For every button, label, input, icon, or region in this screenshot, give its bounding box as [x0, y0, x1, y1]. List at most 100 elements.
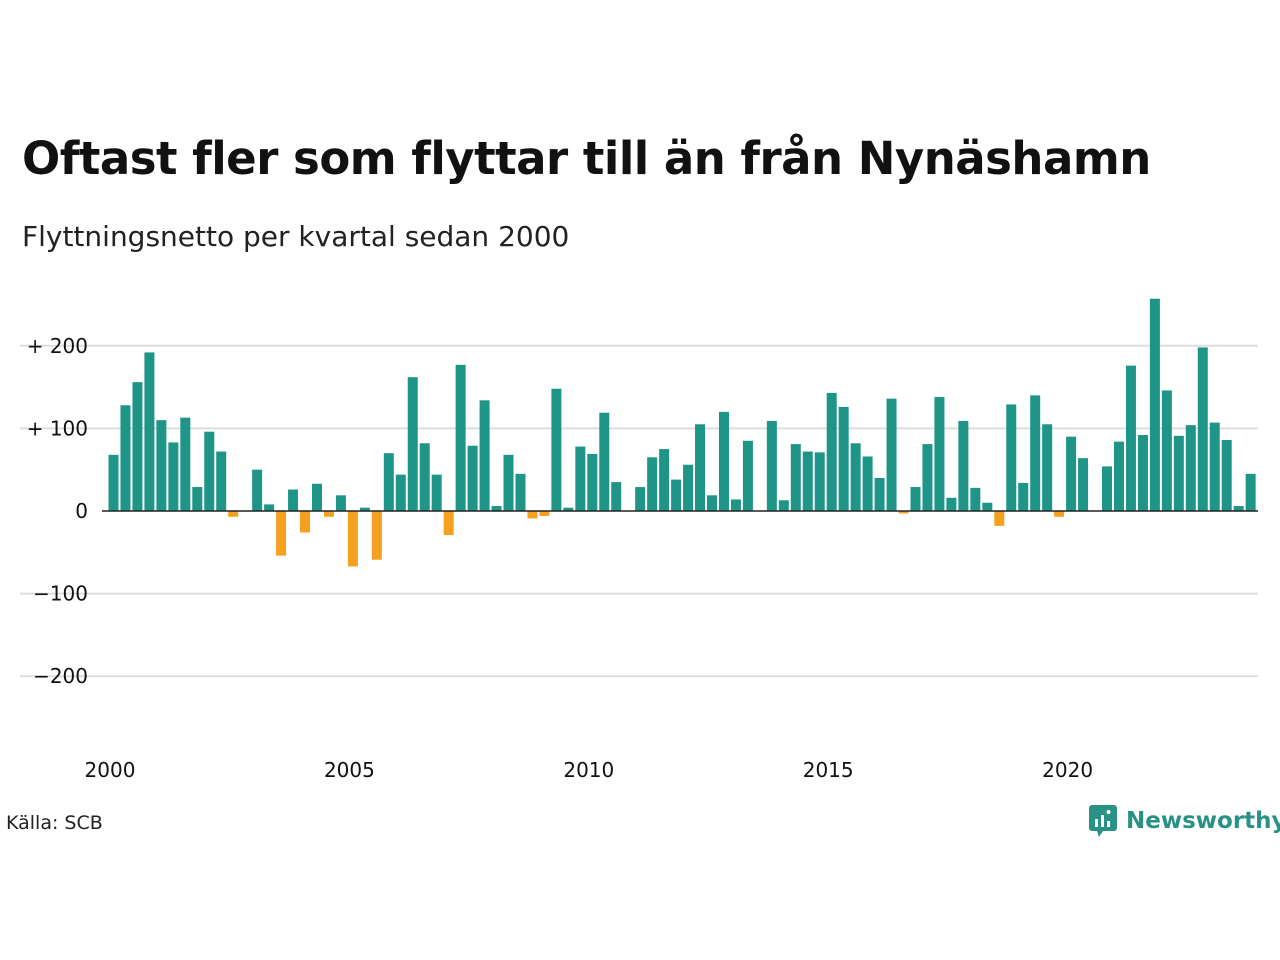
bar: [814, 452, 825, 511]
newsworthy-logo-icon: [1089, 805, 1117, 837]
bar: [323, 511, 334, 517]
bar: [443, 511, 454, 535]
bar: [1006, 404, 1017, 511]
source-note: Källa: SCB: [6, 812, 103, 834]
bar: [1185, 425, 1196, 511]
bar: [1173, 435, 1184, 511]
bar: [898, 511, 909, 514]
x-tick-label: 2015: [803, 758, 854, 782]
bar: [1149, 298, 1160, 511]
bar: [862, 456, 873, 511]
bar: [707, 495, 717, 511]
bar: [1054, 511, 1065, 517]
bar: [874, 477, 885, 511]
x-tick-label: 2000: [85, 758, 136, 782]
bar: [1125, 365, 1136, 511]
bar: [300, 511, 311, 533]
bar: [515, 473, 526, 511]
bar: [778, 500, 789, 511]
bar: [695, 424, 706, 511]
bar: [647, 457, 658, 511]
bar: [455, 364, 466, 511]
bar: [359, 507, 370, 511]
bar: [934, 397, 945, 511]
y-tick-label: + 100: [27, 416, 88, 440]
bar: [467, 445, 478, 511]
bar: [982, 502, 993, 511]
bar: [156, 420, 167, 511]
bar: [611, 482, 622, 511]
bar: [168, 442, 179, 511]
bar: [1209, 422, 1220, 511]
bar: [204, 431, 215, 511]
bar: [730, 499, 741, 511]
bar: [659, 449, 670, 511]
bar: [539, 511, 550, 516]
bar: [335, 495, 346, 511]
bar: [958, 420, 969, 511]
bar: [371, 511, 382, 560]
bar: [575, 446, 586, 511]
x-tick-label: 2020: [1042, 758, 1093, 782]
bar: [419, 443, 430, 511]
bar: [994, 511, 1005, 526]
bar: [683, 464, 694, 511]
bar: [180, 417, 191, 511]
bar: [970, 487, 981, 511]
bar: [718, 411, 729, 511]
bar: [1102, 466, 1113, 511]
bar: [1018, 482, 1029, 511]
bar: [766, 420, 777, 511]
bar: [527, 511, 538, 519]
bar: [144, 352, 155, 511]
bar: [503, 454, 514, 511]
chart-subtitle: Flyttningsnetto per kvartal sedan 2000: [22, 220, 570, 253]
bar: [1137, 435, 1148, 511]
y-tick-label: −100: [33, 582, 88, 606]
bar: [886, 398, 897, 511]
bar: [635, 487, 646, 511]
bar: [1113, 441, 1124, 511]
bar: [395, 474, 406, 511]
chart-title: Oftast fler som flyttar till än från Nyn…: [22, 132, 1151, 185]
bar: [790, 444, 801, 511]
bar: [826, 392, 837, 511]
bar: [228, 511, 239, 517]
bar: [1030, 395, 1041, 511]
bar: [264, 504, 275, 511]
bar: [407, 377, 418, 511]
brand-logo: Newsworthy: [1088, 804, 1280, 838]
bar: [311, 483, 322, 511]
bar: [1042, 424, 1053, 511]
bar: [850, 443, 861, 511]
bar: [551, 388, 562, 511]
bar: [910, 487, 921, 511]
bar: [838, 406, 849, 511]
bar: [431, 474, 442, 511]
bar-chart: −200 −100 0 + 100 + 200 2000 2005 2010 2015 2020: [20, 298, 1258, 782]
bar: [563, 507, 574, 511]
bar: [946, 497, 957, 511]
brand-name: Newsworthy: [1126, 808, 1280, 834]
y-tick-label: 0: [75, 499, 88, 523]
bar: [347, 511, 358, 567]
bar: [216, 451, 227, 511]
y-tick-label: −200: [33, 664, 88, 688]
bar: [1078, 458, 1089, 511]
bar: [383, 453, 394, 511]
bar: [288, 489, 299, 511]
bar: [192, 487, 203, 511]
bar: [1161, 390, 1172, 511]
y-tick-label: + 200: [27, 334, 88, 358]
bar: [1245, 473, 1256, 511]
bar: [479, 400, 490, 511]
bar: [1197, 347, 1208, 511]
bar: [276, 511, 287, 556]
bar: [1221, 439, 1232, 511]
bar: [742, 440, 753, 511]
bar: [671, 479, 682, 511]
bar: [1233, 506, 1244, 511]
x-tick-label: 2010: [563, 758, 614, 782]
bar: [491, 506, 502, 511]
bar: [599, 412, 610, 511]
